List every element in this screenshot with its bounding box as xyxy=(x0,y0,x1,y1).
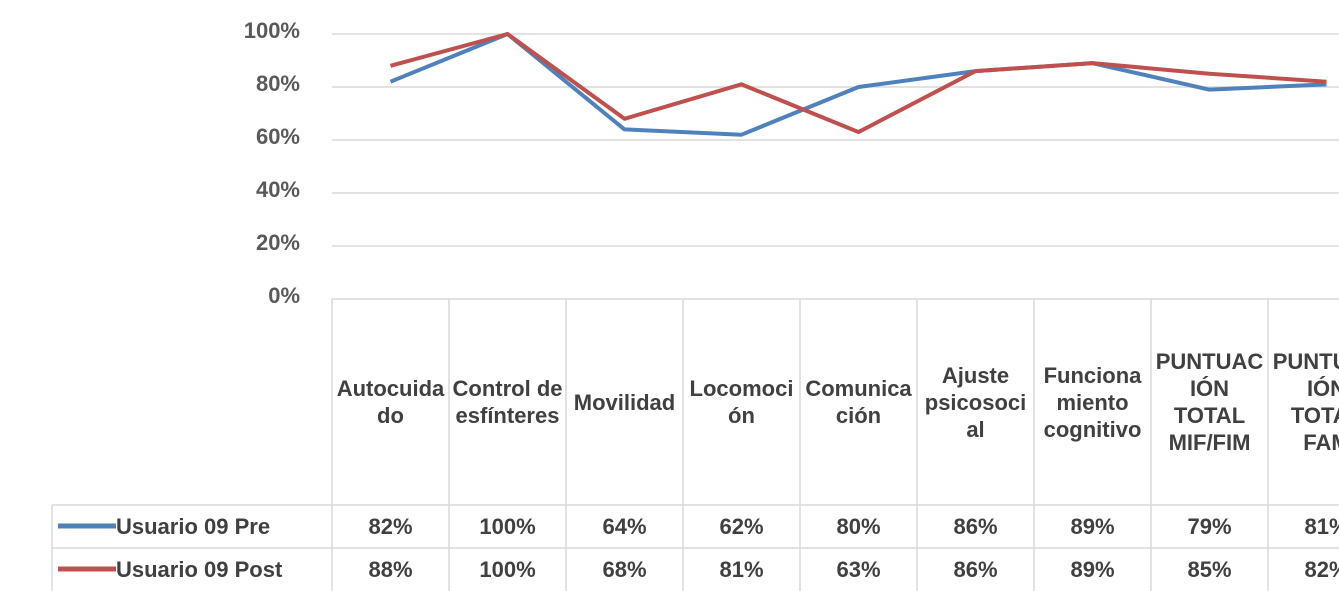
legend-label: Usuario 09 Post xyxy=(116,557,283,582)
data-label: 80% xyxy=(836,514,881,539)
category-label: Autocuidado xyxy=(336,376,445,428)
data-label: 81% xyxy=(1304,514,1339,539)
data-label: 89% xyxy=(1070,514,1115,539)
data-label: 68% xyxy=(602,557,647,582)
data-label: 88% xyxy=(368,557,413,582)
category-label: PUNTUACIÓN TOTAL FAM xyxy=(1272,349,1339,455)
y-tick-label: 80% xyxy=(255,71,300,96)
category-label: Comunicación xyxy=(805,376,912,428)
y-tick-label: 0% xyxy=(268,283,300,308)
series-line xyxy=(389,32,1327,135)
data-label: 63% xyxy=(836,557,881,582)
legend-label: Usuario 09 Pre xyxy=(116,514,271,539)
category-label: Control de esfínteres xyxy=(452,376,563,428)
category-label: Ajuste psicosocial xyxy=(924,362,1027,442)
category-label: Locomoción xyxy=(689,376,794,428)
data-label: 89% xyxy=(1070,557,1115,582)
data-label: 86% xyxy=(953,557,998,582)
data-label: 82% xyxy=(1304,557,1339,582)
data-label: 86% xyxy=(953,514,998,539)
data-label: 100% xyxy=(479,514,536,539)
y-tick-label: 100% xyxy=(243,18,300,43)
category-label: Movilidad xyxy=(573,389,676,415)
y-tick-label: 60% xyxy=(255,124,300,149)
category-label: Funcionamiento cognitivo xyxy=(1043,362,1142,442)
series-line xyxy=(389,32,1327,137)
data-label: 62% xyxy=(719,514,764,539)
category-label: PUNTUACIÓN TOTAL MIF/FIM xyxy=(1155,349,1264,455)
data-label: 79% xyxy=(1187,514,1232,539)
y-tick-label: 40% xyxy=(255,177,300,202)
data-label: 100% xyxy=(479,557,536,582)
data-label: 85% xyxy=(1187,557,1232,582)
data-label: 81% xyxy=(719,557,764,582)
data-label: 64% xyxy=(602,514,647,539)
data-label: 82% xyxy=(368,514,413,539)
y-tick-label: 20% xyxy=(255,230,300,255)
